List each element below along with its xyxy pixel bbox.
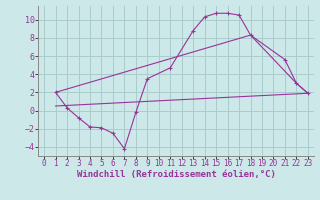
- X-axis label: Windchill (Refroidissement éolien,°C): Windchill (Refroidissement éolien,°C): [76, 170, 276, 179]
